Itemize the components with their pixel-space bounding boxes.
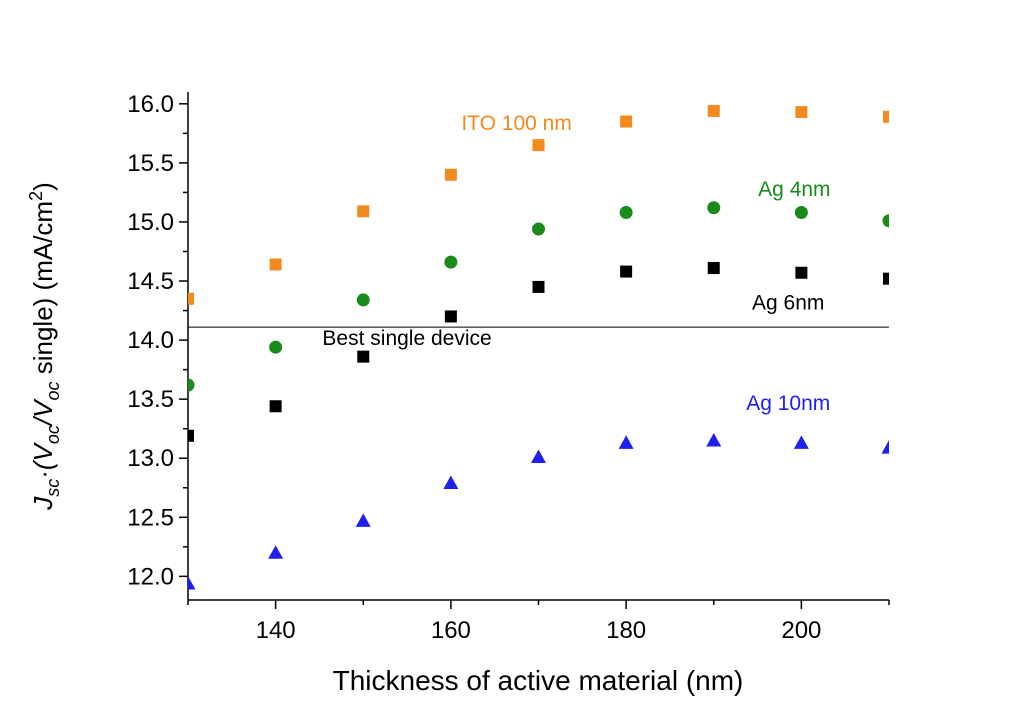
data-point-square	[707, 104, 720, 117]
y-label-slash: /V	[28, 398, 58, 427]
data-point-triangle	[355, 513, 371, 527]
y-label-v2-sub: oc	[43, 381, 63, 400]
y-tick-label: 16.0	[127, 91, 174, 118]
data-point-triangle	[793, 435, 809, 449]
data-point-square	[357, 350, 370, 363]
x-tick-label: 180	[606, 617, 646, 644]
data-point-square	[357, 205, 370, 218]
y-tick-label: 12.0	[127, 563, 174, 590]
y-tick-label: 13.0	[127, 445, 174, 472]
data-point-square	[532, 280, 545, 293]
series-ito-100-nm	[188, 104, 889, 305]
y-label-sup: 2	[26, 191, 46, 201]
data-point-square	[269, 400, 282, 413]
data-point-square	[883, 272, 889, 285]
data-point-circle	[707, 201, 721, 215]
y-tick-label: 15.5	[127, 150, 174, 177]
x-tick-label: 200	[781, 617, 821, 644]
x-axis-label: Thickness of active material (nm)	[333, 665, 744, 696]
y-tick-label: 13.5	[127, 386, 174, 413]
annotation-layer: ITO 100 nm Ag 4nm Ag 6nm Best single device…	[322, 112, 830, 415]
data-point-circle	[882, 214, 889, 228]
series-layer	[188, 104, 889, 590]
y-tick-label: 12.5	[127, 504, 174, 531]
series-ag-4nm	[188, 201, 889, 392]
y-tick-label: 15.0	[127, 209, 174, 236]
series-ag-6nm	[188, 262, 889, 442]
plot-area: 140 160 180 200 12.0 12.5 13.0 13.5 14.0 14.5 15.…	[127, 91, 890, 644]
annotation-label: Best single device	[322, 327, 491, 350]
annotation-label: ITO 100 nm	[461, 112, 572, 135]
data-point-circle	[794, 206, 808, 220]
data-point-circle	[356, 293, 370, 307]
annotation-label: Ag 10nm	[746, 392, 830, 415]
data-point-triangle	[188, 575, 196, 590]
data-point-square	[795, 106, 808, 119]
data-point-square	[444, 310, 457, 323]
data-point-triangle	[618, 435, 634, 449]
data-point-triangle	[881, 440, 889, 454]
data-point-square	[532, 139, 545, 152]
series-ag-10nm	[188, 433, 889, 590]
data-point-square	[444, 168, 457, 181]
y-label-v1-sub: oc	[43, 425, 63, 444]
x-tick-label: 160	[431, 617, 471, 644]
data-point-square	[620, 115, 633, 128]
data-point-square	[883, 110, 889, 123]
x-tick-label: 140	[256, 617, 296, 644]
data-point-circle	[532, 222, 545, 236]
data-point-square	[707, 262, 720, 275]
y-tick-label: 14.0	[127, 327, 174, 354]
data-point-square	[188, 429, 194, 442]
y-label-j: J	[28, 496, 58, 511]
annotation-label: Ag 4nm	[758, 178, 830, 201]
data-point-circle	[619, 206, 633, 220]
annotation-label: Ag 6nm	[752, 291, 824, 314]
data-point-triangle	[531, 449, 546, 464]
data-point-triangle	[706, 433, 722, 447]
data-point-square	[188, 292, 194, 305]
y-tick-label: 14.5	[127, 268, 174, 295]
data-point-square	[620, 265, 633, 278]
y-label-j-sub: sc	[43, 479, 63, 497]
data-point-square	[795, 266, 808, 279]
data-point-circle	[444, 255, 458, 269]
y-label-mid: ·(V	[28, 441, 58, 478]
data-point-square	[269, 258, 282, 271]
x-ticks: 140 160 180 200	[187, 600, 890, 644]
data-point-circle	[188, 378, 195, 392]
y-label-close: )	[28, 182, 58, 191]
y-axis-label: Jsc·(Voc/Voc single) (mA/cm2)	[26, 182, 63, 511]
y-ticks: 12.0 12.5 13.0 13.5 14.0 14.5 15.0 15.5 16.0	[127, 91, 188, 590]
data-point-triangle	[443, 475, 459, 490]
y-label-tail: single) (mA/cm	[28, 201, 58, 382]
data-point-circle	[269, 340, 283, 354]
data-point-triangle	[268, 545, 284, 559]
